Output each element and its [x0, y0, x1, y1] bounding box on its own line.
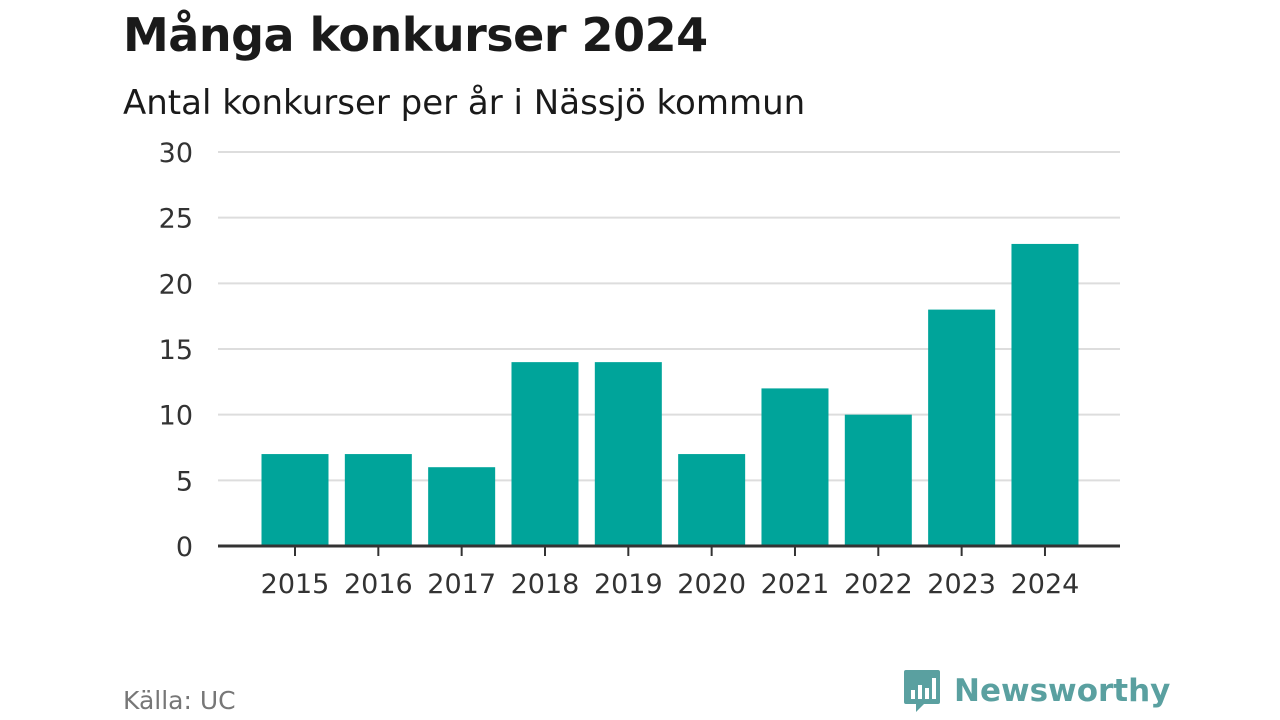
- x-axis: [218, 544, 1120, 556]
- bar-2022: [844, 414, 912, 546]
- y-tick-label: 10: [159, 401, 193, 432]
- chart-title: Många konkurser 2024: [123, 8, 708, 62]
- bar-2019: [594, 362, 662, 546]
- y-tick-label: 5: [176, 466, 193, 497]
- x-tick-label: 2021: [761, 569, 830, 600]
- y-tick-label: 20: [159, 269, 193, 300]
- bar-2017: [428, 467, 496, 546]
- x-tick-label: 2020: [677, 569, 746, 600]
- x-tick-label: 2015: [261, 569, 330, 600]
- bars: [261, 243, 1079, 546]
- bar-2020: [678, 454, 746, 546]
- x-tick-label: 2017: [427, 569, 496, 600]
- x-axis-ticks: 2015 2016 2017 2018 2019 2020 2021 2022 2023 2024: [261, 569, 1080, 600]
- x-tick-label: 2023: [927, 569, 996, 600]
- x-tick-label: 2019: [594, 569, 663, 600]
- source-note: Källa: UC: [123, 686, 236, 715]
- brand-logo: Newsworthy: [902, 668, 1170, 714]
- x-tick-label: 2022: [844, 569, 913, 600]
- y-tick-label: 15: [159, 335, 193, 366]
- y-axis-ticks: 0 5 10 15 20 25 30: [159, 138, 193, 563]
- y-tick-label: 25: [159, 204, 193, 235]
- y-tick-label: 30: [159, 138, 193, 169]
- x-tick-label: 2016: [344, 569, 413, 600]
- bar-2018: [511, 362, 579, 546]
- bar-2016: [344, 454, 412, 546]
- y-tick-label: 0: [176, 532, 193, 563]
- bar-2015: [261, 454, 329, 546]
- chart-subtitle: Antal konkurser per år i Nässjö kommun: [123, 83, 806, 123]
- bar-chart-speech-bubble-icon: [904, 670, 940, 712]
- x-tick-label: 2018: [511, 569, 580, 600]
- bar-2024: [1011, 243, 1079, 546]
- x-tick-label: 2024: [1011, 569, 1080, 600]
- brand-name: Newsworthy: [954, 673, 1171, 709]
- bar-2023: [928, 309, 996, 546]
- bar-2021: [761, 388, 829, 546]
